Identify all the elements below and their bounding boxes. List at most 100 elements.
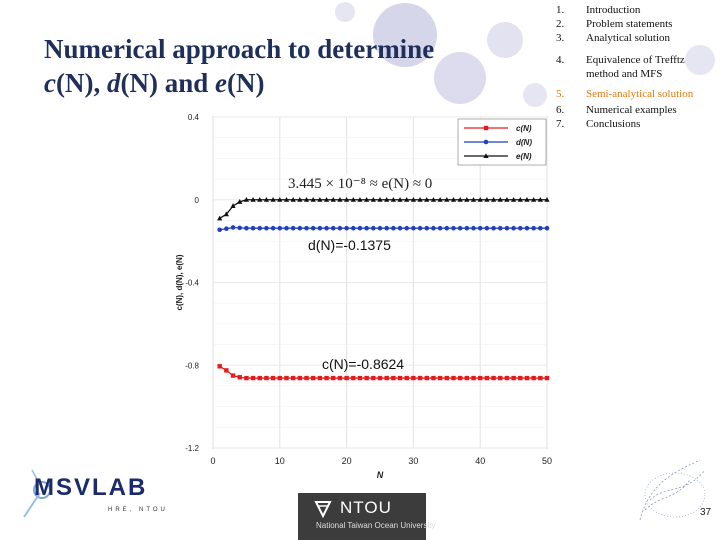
data-point-cN <box>237 375 242 380</box>
data-point-cN <box>317 375 323 381</box>
decorative-sketch <box>639 459 706 521</box>
decor-circle <box>373 3 437 67</box>
data-point-dN <box>404 225 410 231</box>
data-point-eN <box>430 196 437 202</box>
data-point-eN <box>511 196 517 202</box>
data-point-eN <box>531 196 537 202</box>
title-line-1: Numerical approach to determine <box>44 34 435 64</box>
ntou-mark-icon <box>314 501 332 518</box>
data-point-eN <box>477 196 483 202</box>
data-point-dN <box>330 225 336 231</box>
data-point-dN <box>524 225 530 231</box>
data-point-cN <box>384 375 389 381</box>
data-point-dN <box>457 225 463 231</box>
data-point-dN <box>464 225 470 231</box>
data-point-cN <box>337 375 343 381</box>
data-point-cN <box>284 375 289 381</box>
msvlab-logo: MSVLAB HRE, NTOU <box>23 469 165 518</box>
data-point-cN <box>217 364 222 369</box>
legend-label: e(N) <box>516 152 532 161</box>
slide-title: Numerical approach to determine c(N), d(… <box>44 32 434 100</box>
data-point-eN <box>243 196 249 202</box>
data-point-cN <box>311 375 316 381</box>
toc-label: Analytical solution <box>586 32 671 44</box>
data-point-dN <box>417 225 423 231</box>
data-point-dN <box>337 225 343 231</box>
data-point-cN <box>304 375 309 381</box>
toc-num: 2. <box>556 18 565 30</box>
data-point-cN <box>457 375 463 381</box>
data-point-dN <box>437 225 443 231</box>
data-point-dN <box>431 225 436 231</box>
data-point-cN <box>538 375 543 381</box>
decor-circle <box>487 22 523 58</box>
data-point-eN <box>484 196 490 202</box>
data-point-dN <box>244 225 249 231</box>
data-point-dN <box>377 225 383 231</box>
data-point-eN <box>437 196 443 202</box>
data-point-eN <box>317 196 323 202</box>
data-point-dN <box>324 225 329 231</box>
data-point-eN <box>263 196 270 202</box>
x-axis-label: N <box>377 470 384 480</box>
toc-num: 3. <box>556 32 565 44</box>
toc-label: Semi-analytical solution <box>586 88 694 100</box>
x-tick-label: 20 <box>342 456 352 466</box>
data-point-cN <box>391 375 396 381</box>
data-point-dN <box>290 225 296 231</box>
data-point-eN <box>537 196 543 202</box>
data-point-cN <box>277 375 282 381</box>
data-point-cN <box>444 375 449 381</box>
x-tick-label: 40 <box>475 456 485 466</box>
data-point-dN <box>371 225 376 231</box>
data-point-eN <box>544 196 550 202</box>
data-point-cN <box>270 375 276 381</box>
data-point-cN <box>250 375 256 381</box>
c-annotation: c(N)=-0.8624 <box>322 356 405 372</box>
data-point-eN <box>377 196 383 202</box>
ntou-logo: NTOU National Taiwan Ocean University <box>298 493 435 540</box>
data-point-cN <box>431 375 436 381</box>
d-annotation: d(N)=-0.1375 <box>308 237 391 253</box>
data-point-cN <box>424 375 429 381</box>
data-point-cN <box>324 375 329 381</box>
y-tick-label: 0 <box>195 196 200 205</box>
data-point-dN <box>257 225 263 231</box>
data-point-eN <box>297 196 303 202</box>
data-point-cN <box>471 375 476 381</box>
data-point-eN <box>457 196 463 202</box>
data-point-cN <box>491 375 496 381</box>
data-point-dN <box>497 225 503 231</box>
data-point-dN <box>397 225 403 231</box>
title-n1: (N), <box>55 68 107 98</box>
toc-num: 6. <box>556 104 565 116</box>
data-point-eN <box>444 196 450 202</box>
data-point-cN <box>377 375 383 381</box>
data-point-cN <box>524 375 530 381</box>
data-point-cN <box>297 375 303 381</box>
data-point-dN <box>264 225 269 231</box>
data-point-dN <box>284 225 289 231</box>
title-n3: (N) <box>226 68 265 98</box>
data-point-cN <box>264 375 269 381</box>
data-point-eN <box>323 196 330 202</box>
data-point-eN <box>464 196 470 202</box>
msvlab-text: MSVLAB <box>34 474 147 501</box>
data-point-dN <box>310 225 316 231</box>
title-c: c <box>44 68 56 98</box>
x-tick-label: 0 <box>210 456 215 466</box>
data-point-eN <box>370 196 376 202</box>
data-point-cN <box>498 375 503 381</box>
data-point-eN <box>424 196 430 202</box>
data-point-dN <box>517 225 523 231</box>
data-point-dN <box>384 225 389 231</box>
data-point-cN <box>437 375 443 381</box>
x-tick-label: 30 <box>408 456 418 466</box>
data-point-cN <box>230 373 236 378</box>
data-point-eN <box>250 196 256 202</box>
toc-label: Numerical examples <box>586 104 677 116</box>
data-point-cN <box>478 375 483 381</box>
toc-label: Problem statements <box>586 18 673 30</box>
data-point-dN <box>270 225 276 231</box>
data-point-dN <box>424 225 430 231</box>
